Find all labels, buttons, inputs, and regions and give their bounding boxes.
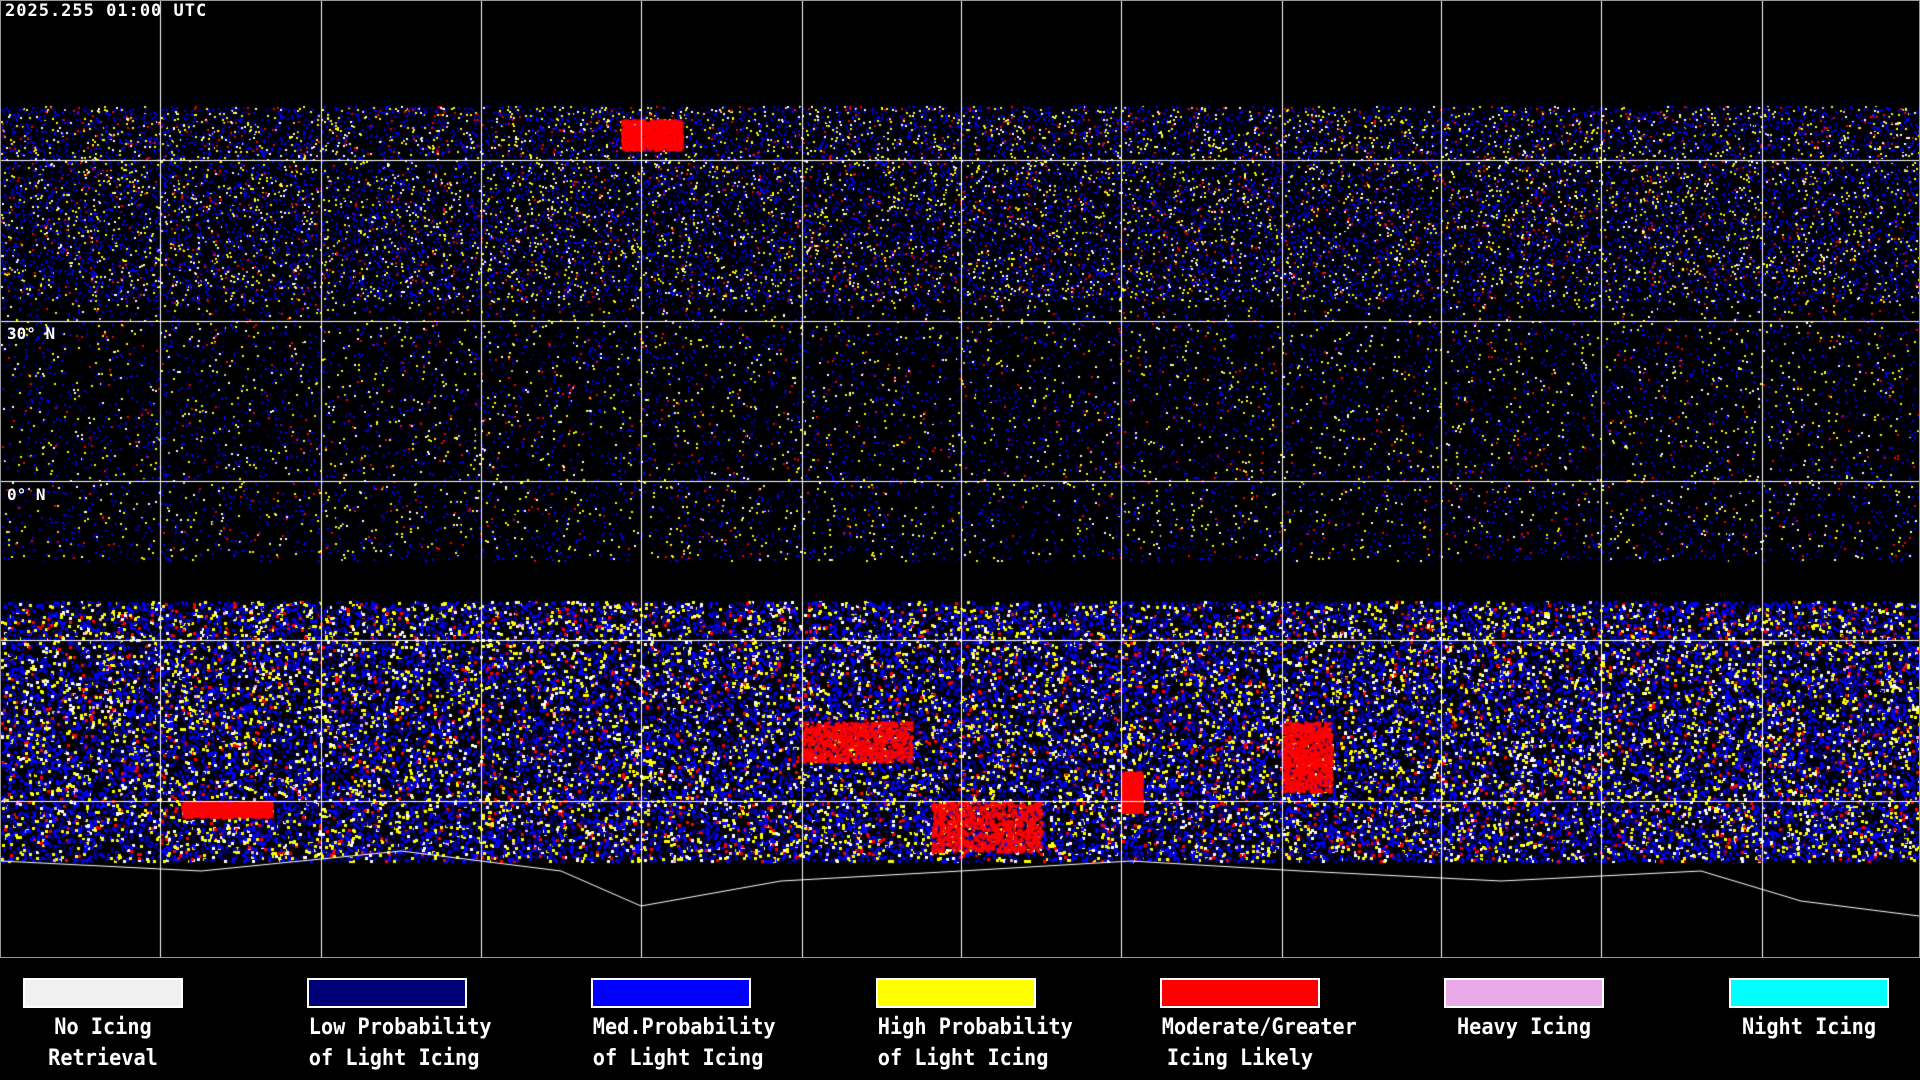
legend-swatch — [22, 977, 184, 1009]
legend-item: Heavy Icing — [1439, 977, 1609, 1043]
legend-label: Retrieval — [48, 1046, 158, 1071]
legend-label: Low Probability — [308, 1015, 492, 1040]
lat-label-30n: 30° N — [7, 324, 56, 343]
legend-label: Heavy Icing — [1456, 1015, 1592, 1040]
icing-map: 2025.255 01:00 UTC 30° N 0° N — [0, 0, 1920, 958]
legend-item: Med.Probability of Light Icing — [586, 977, 776, 1074]
legend-label: No Icing — [54, 1015, 152, 1040]
legend-swatch — [875, 977, 1037, 1009]
legend-label: Night Icing — [1741, 1015, 1877, 1040]
legend-swatch — [590, 977, 752, 1009]
legend-swatch — [1728, 977, 1890, 1009]
icing-data-layer — [1, 1, 1919, 957]
legend-label: High Probability — [877, 1015, 1073, 1040]
legend-label: Icing Likely — [1166, 1046, 1314, 1071]
legend-label: of Light Icing — [877, 1046, 1049, 1071]
legend-swatch — [1443, 977, 1605, 1009]
legend-item: High Probability of Light Icing — [871, 977, 1073, 1074]
legend-label: of Light Icing — [592, 1046, 764, 1071]
legend-item: Low Probability of Light Icing — [302, 977, 492, 1074]
legend-label: Moderate/Greater — [1161, 1015, 1357, 1040]
legend-label: Med.Probability — [592, 1015, 776, 1040]
legend-swatch — [306, 977, 468, 1009]
legend-item: Night Icing — [1724, 977, 1894, 1043]
lat-label-0n: 0° N — [7, 485, 46, 504]
legend-label: of Light Icing — [308, 1046, 480, 1071]
legend-item: Moderate/Greater Icing Likely — [1155, 977, 1357, 1074]
legend-swatch — [1159, 977, 1321, 1009]
legend-item: No Icing Retrieval — [18, 977, 188, 1074]
timestamp: 2025.255 01:00 UTC — [5, 1, 208, 21]
